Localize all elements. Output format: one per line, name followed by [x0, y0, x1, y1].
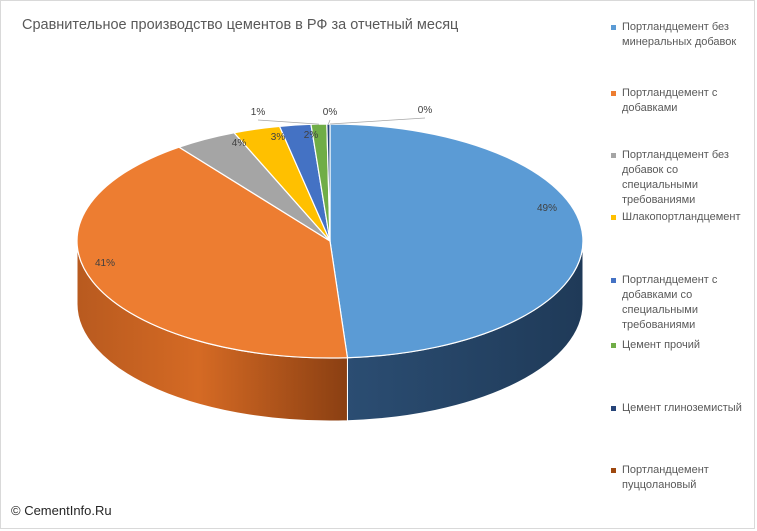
- legend-item-2: Портландцемент с добавками: [611, 86, 753, 116]
- data-label-4: 3%: [271, 132, 286, 143]
- legend-swatch: [611, 153, 616, 158]
- legend-label: Портландцемент без добавок со специальны…: [622, 149, 729, 206]
- legend-item-8: Портландцемент пуццолановый: [611, 463, 753, 493]
- data-label-1: 49%: [537, 203, 557, 214]
- legend-label: Портландцемент с добавками: [622, 87, 718, 114]
- pie-slice-1: [329, 123, 584, 359]
- chart-title: Сравнительное производство цементов в РФ…: [22, 17, 459, 33]
- data-label-leader-7: [328, 119, 331, 125]
- legend-label: Шлакопортландцемент: [622, 211, 741, 223]
- data-label-7: 0%: [323, 107, 338, 118]
- legend-item-3: Портландцемент без добавок со специальны…: [611, 148, 753, 208]
- legend-item-7: Цемент глиноземистый: [611, 401, 753, 416]
- legend-item-1: Портландцемент без минеральных добавок: [611, 20, 753, 50]
- legend-label: Портландцемент без минеральных добавок: [622, 21, 737, 48]
- legend-item-5: Портландцемент с добавками со специальны…: [611, 273, 753, 333]
- legend-swatch: [611, 25, 616, 30]
- data-label-leader-6: [257, 119, 319, 125]
- legend-swatch: [611, 468, 616, 473]
- data-label-5: 2%: [304, 130, 319, 141]
- copyright-text: © CementInfo.Ru: [11, 503, 112, 518]
- pie-slice-7: [326, 123, 331, 242]
- data-label-6: 1%: [251, 107, 266, 118]
- legend-swatch: [611, 91, 616, 96]
- legend-label: Цемент прочий: [622, 339, 701, 351]
- legend-label: Портландцемент с добавками со специальны…: [622, 274, 718, 331]
- legend-item-4: Шлакопортландцемент: [611, 210, 753, 225]
- legend-item-6: Цемент прочий: [611, 338, 753, 353]
- legend-swatch: [611, 343, 616, 348]
- legend-label: Цемент глиноземистый: [622, 402, 742, 414]
- data-label-2: 41%: [95, 258, 115, 269]
- legend-swatch: [611, 215, 616, 220]
- data-label-leader-8: [329, 117, 426, 125]
- legend-swatch: [611, 406, 616, 411]
- data-label-8: 0%: [418, 105, 433, 116]
- legend-swatch: [611, 278, 616, 283]
- data-label-3: 4%: [232, 138, 247, 149]
- pie-slice-2: [76, 146, 349, 359]
- legend-label: Портландцемент пуццолановый: [622, 464, 709, 491]
